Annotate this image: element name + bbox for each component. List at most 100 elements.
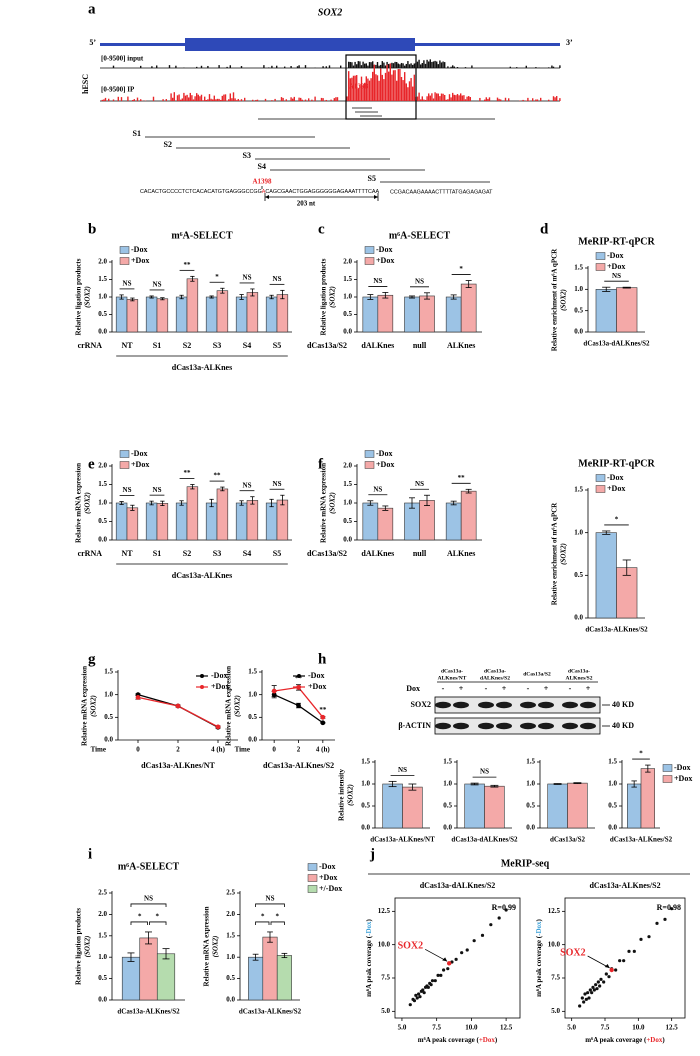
sequence: CACACTGCCCCTCTCACACATGTGAGGGCCGGACAGCGAA… <box>140 189 380 195</box>
ip-coverage <box>264 98 267 101</box>
legend-label: -Dox <box>607 251 623 260</box>
y-axis-label-part: -Dox <box>365 921 373 936</box>
input-coverage <box>364 63 366 68</box>
y-tick-label: 0.5 <box>574 306 583 314</box>
significance-label: * <box>639 750 643 758</box>
ip-coverage <box>357 88 359 101</box>
y-axis-label: m⁶A peak coverage (-Dox) <box>365 918 373 996</box>
input-coverage <box>391 62 393 68</box>
y-axis-label: (SOX2) <box>347 784 355 806</box>
x-prefix: crRNA <box>78 341 103 350</box>
bar <box>484 785 505 829</box>
significance-label: * <box>215 273 219 281</box>
y-tick-label: 1.0 <box>98 293 107 301</box>
y-tick-label: 1.0 <box>526 780 535 788</box>
legend-marker <box>297 685 301 689</box>
legend-swatch <box>119 257 130 265</box>
point <box>175 703 181 709</box>
point <box>622 959 626 963</box>
y-axis-label: Relative mRNA expression <box>75 463 83 543</box>
bar <box>246 500 259 541</box>
ip-coverage <box>527 97 529 101</box>
x-axis-label: dCas13a-dALKnes/S2 <box>583 340 650 348</box>
cell-label: hESC <box>81 74 90 94</box>
ip-coverage <box>376 75 379 101</box>
y-axis-label-part: m⁶A peak coverage ( <box>535 935 543 997</box>
ip-coverage <box>498 98 500 101</box>
ip-coverage <box>101 99 103 101</box>
band <box>538 722 554 730</box>
ip-coverage <box>440 93 443 101</box>
input-coverage <box>175 65 177 68</box>
chart-title: MeRIP-RT-qPCR <box>578 458 655 469</box>
bar <box>276 955 292 1001</box>
point <box>472 939 476 943</box>
x-tick-label: 4 (h) <box>211 746 225 754</box>
significance-label: ** <box>458 474 466 482</box>
y-tick-label: 1.0 <box>248 690 257 698</box>
ip-coverage <box>464 99 467 101</box>
ip-coverage <box>231 98 233 101</box>
x-tick-label: null <box>413 549 427 558</box>
ip-coverage <box>200 94 203 101</box>
legend-swatch <box>364 257 375 265</box>
y-tick-label: 0.5 <box>226 974 235 982</box>
band <box>562 701 578 709</box>
input-coverage <box>325 66 327 68</box>
input-coverage <box>356 64 358 68</box>
y-tick-label: 0.0 <box>343 328 352 336</box>
y-tick-label: 2.0 <box>98 258 107 266</box>
input-coverage <box>420 64 422 68</box>
ip-coverage <box>120 97 123 101</box>
bar <box>460 490 477 541</box>
distance-label: 203 nt <box>297 200 316 208</box>
y-tick-label: 10.0 <box>378 940 391 948</box>
bar <box>377 294 394 333</box>
bar <box>216 488 229 541</box>
ip-coverage <box>189 92 191 101</box>
y-tick-label: 1.5 <box>608 758 617 766</box>
bar <box>595 289 617 333</box>
ip-coverage <box>522 99 524 101</box>
y-tick-label: 0.5 <box>98 310 107 318</box>
x-prefix: Time <box>235 746 250 754</box>
dox-sign: - <box>527 684 530 693</box>
y-tick-label: 1.5 <box>574 486 583 494</box>
input-coverage <box>290 66 292 68</box>
bar <box>115 296 128 333</box>
ip-coverage <box>525 100 527 101</box>
input-coverage <box>410 63 412 68</box>
r-label: R=0.98 <box>657 903 681 912</box>
x-tick-label: dALKnes <box>361 549 394 558</box>
input-coverage <box>388 63 390 68</box>
ip-coverage <box>162 99 164 101</box>
ip-coverage <box>535 99 537 101</box>
ip-coverage <box>173 92 175 101</box>
y-tick-label: 1.0 <box>574 285 583 293</box>
ip-coverage <box>442 93 444 101</box>
ip-coverage <box>186 94 188 101</box>
input-coverage <box>402 63 404 68</box>
highlight-point <box>609 967 614 973</box>
ip-coverage <box>453 94 455 101</box>
input-coverage <box>423 60 425 68</box>
lane-label: dCas13a- <box>568 668 590 674</box>
panel-label: j <box>369 846 375 862</box>
y-tick-label: 1.5 <box>574 264 583 272</box>
ip-coverage <box>488 97 491 101</box>
x-tick-label: S3 <box>213 549 221 558</box>
y-tick-label: 1.0 <box>104 690 113 698</box>
dox-sign: - <box>442 684 445 693</box>
ip-coverage <box>112 99 115 101</box>
ip-coverage <box>548 99 550 101</box>
lane-label: ALKnes/S2 <box>566 675 593 681</box>
ip-coverage <box>180 99 182 101</box>
point <box>430 979 435 983</box>
x-axis-label: m⁶A peak coverage (+Dox) <box>585 1036 665 1044</box>
bar <box>216 290 229 333</box>
input-coverage <box>397 63 399 68</box>
ip-coverage <box>554 97 556 101</box>
ip-coverage <box>399 69 401 101</box>
arrow-head <box>442 957 448 962</box>
y-tick-label: 7.5 <box>381 974 390 982</box>
